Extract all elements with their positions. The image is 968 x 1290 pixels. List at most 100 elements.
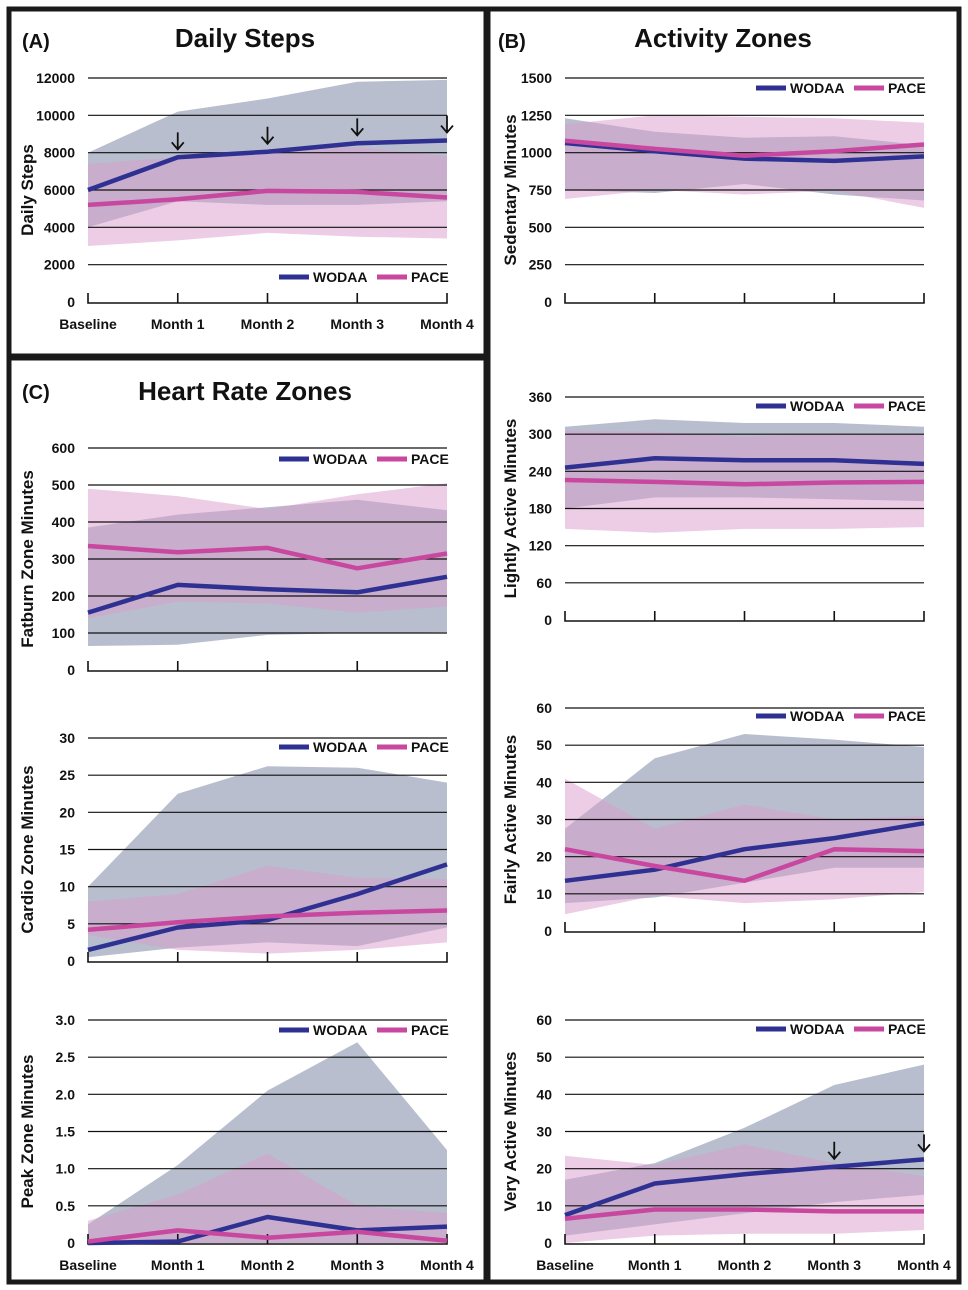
series-line-pace xyxy=(87,543,448,571)
y-tick-label: 30 xyxy=(59,730,75,746)
significance-arrow xyxy=(440,115,454,134)
y-tick-label: 10 xyxy=(536,1198,552,1214)
chart-6: 0 5 10 15 20 25 30 WODAA PACE Cardio Zone Minutes xyxy=(18,730,449,969)
y-tick-label: 360 xyxy=(529,389,553,405)
series-line-pace xyxy=(87,908,448,933)
y-tick-label: 20 xyxy=(59,804,75,820)
legend-label-pace: PACE xyxy=(888,708,926,724)
y-tick-label: 0.5 xyxy=(56,1198,76,1214)
y-tick-label: 2000 xyxy=(44,257,75,273)
y-tick-label: 12000 xyxy=(36,70,75,86)
series-line-pace xyxy=(87,188,448,208)
series-line-wodaa xyxy=(87,138,448,193)
y-tick-label: 0 xyxy=(544,923,552,939)
y-tick-label: 10000 xyxy=(36,107,75,123)
series-line-wodaa xyxy=(564,1157,925,1218)
y-tick-label: 3.0 xyxy=(56,1012,76,1028)
legend-label-pace: PACE xyxy=(411,451,449,467)
chart-1: 0 250 500 750 1000 1250 1500 WODAA PACE Sedentary… xyxy=(501,70,926,310)
y-tick-label: 0 xyxy=(67,1235,75,1251)
legend-label-pace: PACE xyxy=(411,269,449,285)
y-tick-label: 400 xyxy=(52,514,76,530)
legend-label-pace: PACE xyxy=(411,1022,449,1038)
y-axis-label: Lightly Active Minutes xyxy=(501,419,520,599)
band-pace xyxy=(565,115,924,208)
chart-2: 0 60 120 180 240 300 360 WODAA PACE Lightly Activ… xyxy=(501,389,926,628)
y-tick-label: 20 xyxy=(536,849,552,865)
y-tick-label: 500 xyxy=(52,477,76,493)
y-tick-label: 0 xyxy=(544,294,552,310)
panel-a-title: Daily Steps xyxy=(175,23,315,53)
y-tick-label: 1.0 xyxy=(56,1161,76,1177)
y-tick-label: 1500 xyxy=(521,70,552,86)
y-tick-label: 100 xyxy=(52,625,76,641)
series-line-pace xyxy=(564,1207,924,1222)
y-tick-label: 1250 xyxy=(521,107,552,123)
y-tick-label: 60 xyxy=(536,1012,552,1028)
series-line-wodaa xyxy=(564,820,925,884)
y-tick-label: 500 xyxy=(529,219,553,235)
y-tick-label: 1.5 xyxy=(56,1124,76,1140)
legend-label-pace: PACE xyxy=(411,739,449,755)
y-axis-label: Fairly Active Minutes xyxy=(501,735,520,904)
legend-label-wodaa: WODAA xyxy=(790,708,844,724)
chart-4: 0 10 20 30 40 50 60 Baseline Month 1 Month 2 Month… xyxy=(501,1012,951,1273)
y-tick-label: 4000 xyxy=(44,219,75,235)
y-tick-label: 600 xyxy=(52,440,76,456)
series-line-wodaa xyxy=(87,1214,448,1246)
y-tick-label: 300 xyxy=(52,551,76,567)
series-line-pace xyxy=(87,1228,448,1244)
legend-label-wodaa: WODAA xyxy=(313,739,367,755)
chart-0: 0 2000 4000 6000 8000 10000 12000 Baseline Month… xyxy=(18,70,474,332)
series-line-wodaa xyxy=(87,574,448,615)
y-tick-label: 0 xyxy=(67,294,75,310)
y-tick-label: 0 xyxy=(544,1235,552,1251)
y-tick-label: 0 xyxy=(67,662,75,678)
legend-label-pace: PACE xyxy=(888,398,926,414)
y-tick-label: 5 xyxy=(67,916,75,932)
y-tick-label: 6000 xyxy=(44,182,75,198)
y-axis-label: Peak Zone Minutes xyxy=(18,1055,37,1209)
y-tick-label: 750 xyxy=(529,182,553,198)
y-tick-label: 10 xyxy=(59,879,75,895)
panel-b-title: Activity Zones xyxy=(634,23,812,53)
y-tick-label: 40 xyxy=(536,774,552,790)
series-line-wodaa xyxy=(564,456,925,470)
series-line-wodaa xyxy=(87,862,448,953)
y-tick-label: 30 xyxy=(536,812,552,828)
x-tick-label: Baseline xyxy=(59,1257,117,1273)
y-tick-label: 2.5 xyxy=(56,1049,76,1065)
band-pace xyxy=(88,865,447,954)
x-tick-label: Month 4 xyxy=(420,316,474,332)
band-pace xyxy=(565,778,924,915)
x-tick-label: Baseline xyxy=(536,1257,594,1273)
y-tick-label: 2.0 xyxy=(56,1086,76,1102)
x-tick-label: Month 3 xyxy=(330,1257,384,1273)
y-tick-label: 30 xyxy=(536,1124,552,1140)
series-line-pace xyxy=(564,138,925,158)
y-tick-label: 40 xyxy=(536,1086,552,1102)
significance-arrow xyxy=(260,126,275,146)
x-tick-label: Month 2 xyxy=(718,1257,772,1273)
x-tick-label: Month 3 xyxy=(807,1257,861,1273)
legend-label-wodaa: WODAA xyxy=(313,269,367,285)
y-tick-label: 60 xyxy=(536,575,552,591)
x-tick-label: Month 4 xyxy=(420,1257,474,1273)
y-tick-label: 180 xyxy=(529,501,553,517)
panel-c-frame xyxy=(6,355,489,1285)
legend-label-pace: PACE xyxy=(888,80,926,96)
legend-label-wodaa: WODAA xyxy=(790,1021,844,1037)
series-line-pace xyxy=(564,477,925,487)
y-tick-label: 200 xyxy=(52,588,76,604)
band-pace xyxy=(565,430,924,533)
y-tick-label: 250 xyxy=(529,257,553,273)
x-tick-label: Month 1 xyxy=(628,1257,682,1273)
chart-5: 0 100 200 300 400 500 600 WODAA PACE Fatburn Zone… xyxy=(18,440,449,678)
legend-label-pace: PACE xyxy=(888,1021,926,1037)
y-tick-label: 60 xyxy=(536,700,552,716)
y-axis-label: Daily Steps xyxy=(18,144,37,236)
x-tick-label: Month 3 xyxy=(330,316,384,332)
y-axis-label: Cardio Zone Minutes xyxy=(18,765,37,933)
legend-label-wodaa: WODAA xyxy=(313,1022,367,1038)
